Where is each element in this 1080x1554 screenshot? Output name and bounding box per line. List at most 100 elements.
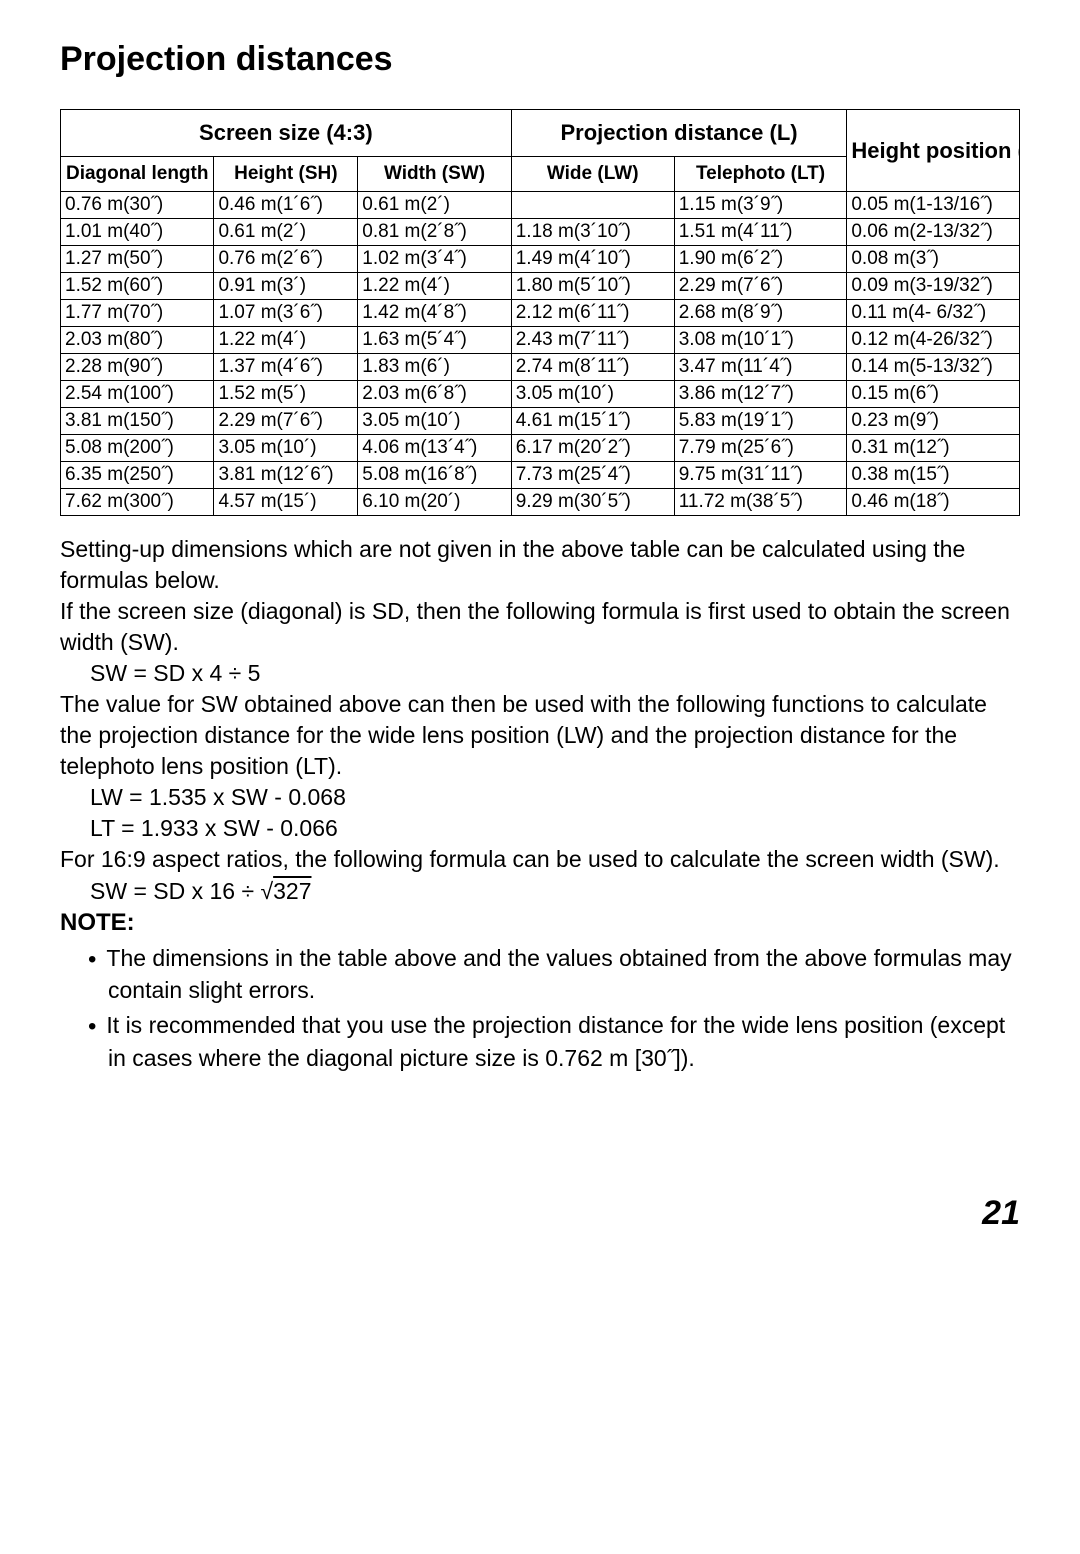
table-cell: 1.51 m(4´11˝): [674, 219, 847, 246]
table-row: 1.01 m(40˝)0.61 m(2´)0.81 m(2´8˝)1.18 m(…: [61, 219, 1020, 246]
paragraph: Setting-up dimensions which are not give…: [60, 534, 1020, 596]
th-width-sw: Width (SW): [358, 157, 511, 192]
table-cell: 2.03 m(6´8˝): [358, 381, 511, 408]
table-cell: 4.57 m(15´): [214, 489, 358, 516]
table-cell: 3.05 m(10´): [214, 435, 358, 462]
table-cell: 9.29 m(30´5˝): [511, 489, 674, 516]
table-cell: 3.05 m(10´): [358, 408, 511, 435]
table-cell: 1.63 m(5´4˝): [358, 327, 511, 354]
table-cell: 2.29 m(7´6˝): [674, 273, 847, 300]
table-cell: 9.75 m(31´11˝): [674, 462, 847, 489]
table-cell: 1.83 m(6´): [358, 354, 511, 381]
table-cell: 1.52 m(5´): [214, 381, 358, 408]
note-item: It is recommended that you use the proje…: [88, 1010, 1020, 1073]
table-cell: 2.54 m(100˝): [61, 381, 214, 408]
table-cell: 0.81 m(2´8˝): [358, 219, 511, 246]
th-height-sh: Height (SH): [214, 157, 358, 192]
table-cell: 5.08 m(16´8˝): [358, 462, 511, 489]
table-cell: 2.43 m(7´11˝): [511, 327, 674, 354]
table-row: 1.27 m(50˝)0.76 m(2´6˝)1.02 m(3´4˝)1.49 …: [61, 246, 1020, 273]
table-cell: 3.86 m(12´7˝): [674, 381, 847, 408]
table-cell: 6.17 m(20´2˝): [511, 435, 674, 462]
table-cell: 0.76 m(2´6˝): [214, 246, 358, 273]
paragraph: The value for SW obtained above can then…: [60, 689, 1020, 782]
table-cell: 3.81 m(150˝): [61, 408, 214, 435]
table-cell: 1.07 m(3´6˝): [214, 300, 358, 327]
note-heading: NOTE:: [60, 907, 1020, 939]
table-cell: 1.22 m(4´): [358, 273, 511, 300]
table-row: 7.62 m(300˝)4.57 m(15´)6.10 m(20´)9.29 m…: [61, 489, 1020, 516]
table-cell: 1.18 m(3´10˝): [511, 219, 674, 246]
table-row: 3.81 m(150˝)2.29 m(7´6˝)3.05 m(10´)4.61 …: [61, 408, 1020, 435]
paragraph: For 16:9 aspect ratios, the following fo…: [60, 844, 1020, 875]
table-cell: 0.14 m(5-13/32˝): [847, 354, 1020, 381]
table-cell: 3.47 m(11´4˝): [674, 354, 847, 381]
table-cell: 1.15 m(3´9˝): [674, 192, 847, 219]
table-cell: 2.12 m(6´11˝): [511, 300, 674, 327]
table-cell: 1.52 m(60˝): [61, 273, 214, 300]
table-cell: 1.27 m(50˝): [61, 246, 214, 273]
table-cell: 1.22 m(4´): [214, 327, 358, 354]
table-cell: 7.62 m(300˝): [61, 489, 214, 516]
note-item: The dimensions in the table above and th…: [88, 943, 1020, 1006]
table-cell: 1.80 m(5´10˝): [511, 273, 674, 300]
table-cell: 1.49 m(4´10˝): [511, 246, 674, 273]
table-cell: 0.31 m(12˝): [847, 435, 1020, 462]
table-cell: 6.35 m(250˝): [61, 462, 214, 489]
table-cell: 3.08 m(10´1˝): [674, 327, 847, 354]
formula-radicand: 327: [273, 878, 311, 904]
table-cell: 11.72 m(38´5˝): [674, 489, 847, 516]
table-cell: 0.38 m(15˝): [847, 462, 1020, 489]
table-cell: 0.46 m(18˝): [847, 489, 1020, 516]
table-cell: 1.01 m(40˝): [61, 219, 214, 246]
table-cell: 0.91 m(3´): [214, 273, 358, 300]
table-cell: [511, 192, 674, 219]
table-cell: 0.46 m(1´6˝): [214, 192, 358, 219]
table-cell: 2.29 m(7´6˝): [214, 408, 358, 435]
table-row: 0.76 m(30˝)0.46 m(1´6˝)0.61 m(2´)1.15 m(…: [61, 192, 1020, 219]
formula: LT = 1.933 x SW - 0.066: [60, 813, 1020, 844]
table-cell: 6.10 m(20´): [358, 489, 511, 516]
table-cell: 2.68 m(8´9˝): [674, 300, 847, 327]
page-title: Projection distances: [60, 40, 1020, 79]
table-cell: 3.05 m(10´): [511, 381, 674, 408]
table-cell: 0.61 m(2´): [214, 219, 358, 246]
body-text: Setting-up dimensions which are not give…: [60, 534, 1020, 1074]
table-row: 2.03 m(80˝)1.22 m(4´)1.63 m(5´4˝)2.43 m(…: [61, 327, 1020, 354]
table-cell: 1.77 m(70˝): [61, 300, 214, 327]
th-height-position: Height position (H1): [847, 110, 1020, 192]
table-cell: 5.83 m(19´1˝): [674, 408, 847, 435]
paragraph: If the screen size (diagonal) is SD, the…: [60, 596, 1020, 658]
table-cell: 2.03 m(80˝): [61, 327, 214, 354]
table-cell: 7.73 m(25´4˝): [511, 462, 674, 489]
table-row: 6.35 m(250˝)3.81 m(12´6˝)5.08 m(16´8˝)7.…: [61, 462, 1020, 489]
page-number: 21: [60, 1194, 1020, 1233]
table-cell: 0.15 m(6˝): [847, 381, 1020, 408]
table-cell: 4.61 m(15´1˝): [511, 408, 674, 435]
th-telephoto-lt: Telephoto (LT): [674, 157, 847, 192]
table-cell: 2.74 m(8´11˝): [511, 354, 674, 381]
th-diagonal: Diagonal length: [61, 157, 214, 192]
formula: LW = 1.535 x SW - 0.068: [60, 782, 1020, 813]
table-cell: 7.79 m(25´6˝): [674, 435, 847, 462]
table-cell: 0.05 m(1-13/16˝): [847, 192, 1020, 219]
table-cell: 1.02 m(3´4˝): [358, 246, 511, 273]
formula: SW = SD x 4 ÷ 5: [60, 658, 1020, 689]
projection-table: Screen size (4:3) Projection distance (L…: [60, 109, 1020, 516]
th-projection-distance: Projection distance (L): [511, 110, 847, 157]
table-cell: 0.61 m(2´): [358, 192, 511, 219]
table-cell: 1.37 m(4´6˝): [214, 354, 358, 381]
table-row: 2.28 m(90˝)1.37 m(4´6˝)1.83 m(6´)2.74 m(…: [61, 354, 1020, 381]
th-screen-size: Screen size (4:3): [61, 110, 512, 157]
note-list: The dimensions in the table above and th…: [60, 943, 1020, 1074]
th-wide-lw: Wide (LW): [511, 157, 674, 192]
table-row: 5.08 m(200˝)3.05 m(10´)4.06 m(13´4˝)6.17…: [61, 435, 1020, 462]
table-cell: 1.90 m(6´2˝): [674, 246, 847, 273]
table-cell: 3.81 m(12´6˝): [214, 462, 358, 489]
table-cell: 0.11 m(4- 6/32˝): [847, 300, 1020, 327]
table-cell: 0.06 m(2-13/32˝): [847, 219, 1020, 246]
table-cell: 0.09 m(3-19/32˝): [847, 273, 1020, 300]
table-cell: 0.23 m(9˝): [847, 408, 1020, 435]
table-cell: 5.08 m(200˝): [61, 435, 214, 462]
table-row: 2.54 m(100˝)1.52 m(5´)2.03 m(6´8˝)3.05 m…: [61, 381, 1020, 408]
